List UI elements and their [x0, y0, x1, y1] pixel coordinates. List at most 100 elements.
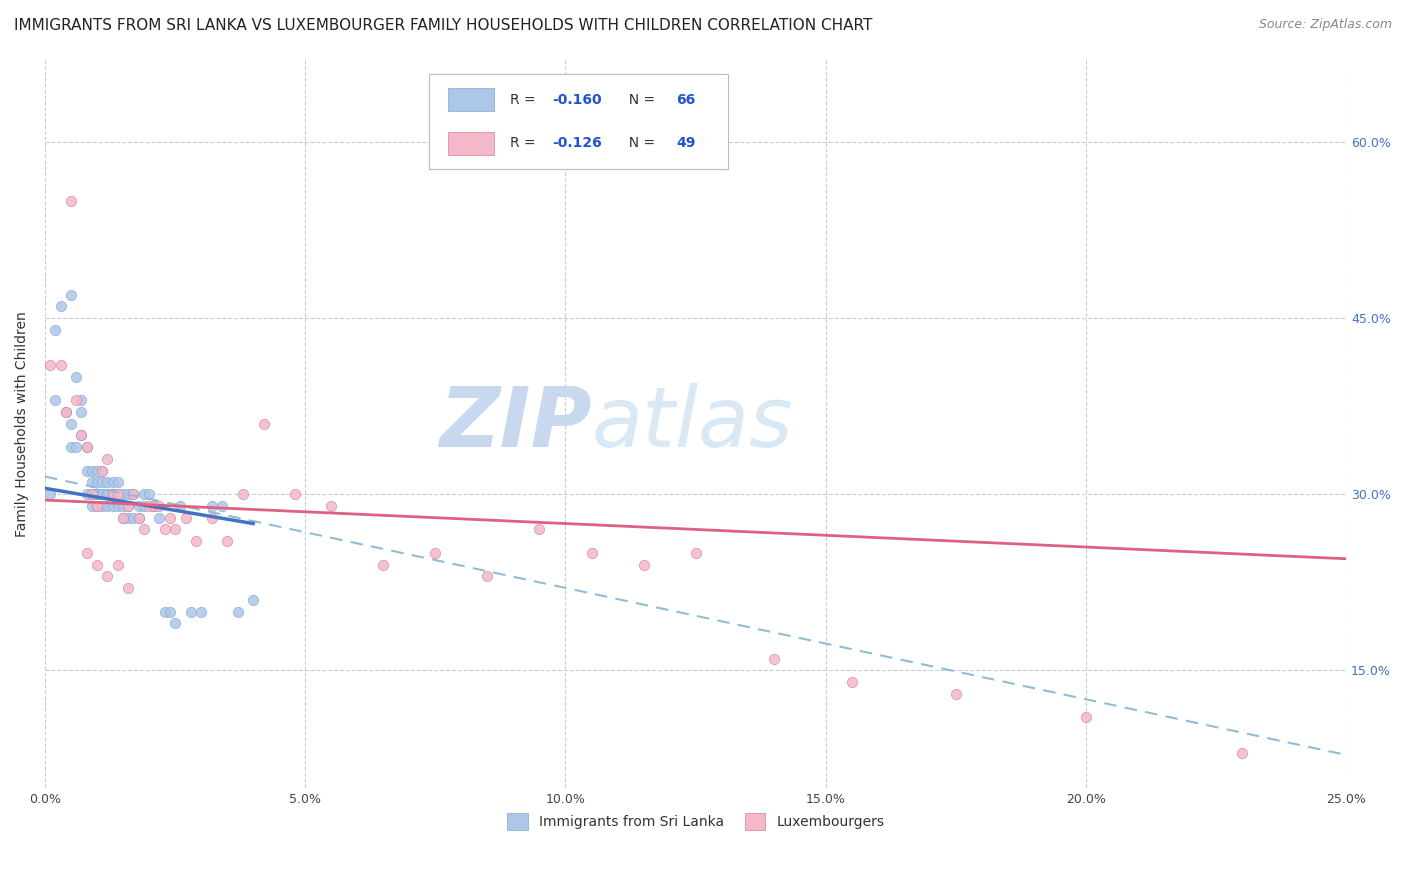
Point: [174, 510, 197, 524]
Point: [284, 487, 307, 501]
Point: [91, 464, 114, 478]
Point: [184, 534, 207, 549]
Point: [80, 464, 103, 478]
Point: [101, 487, 124, 501]
Point: [159, 510, 181, 524]
Point: [529, 523, 551, 537]
Point: [91, 487, 114, 501]
Text: 49: 49: [676, 136, 696, 151]
Point: [49, 358, 72, 372]
Point: [59, 194, 82, 208]
Text: N =: N =: [620, 136, 659, 151]
Point: [128, 510, 150, 524]
Point: [44, 323, 66, 337]
Point: [107, 558, 129, 572]
Point: [80, 499, 103, 513]
Point: [65, 393, 87, 408]
Point: [169, 499, 191, 513]
Point: [200, 510, 222, 524]
Point: [153, 523, 176, 537]
Point: [55, 405, 77, 419]
Point: [91, 475, 114, 490]
Point: [112, 499, 135, 513]
Point: [101, 487, 124, 501]
Point: [633, 558, 655, 572]
Point: [1074, 710, 1097, 724]
Point: [112, 510, 135, 524]
Point: [59, 440, 82, 454]
Point: [122, 487, 145, 501]
Y-axis label: Family Households with Children: Family Households with Children: [15, 310, 30, 537]
Point: [80, 487, 103, 501]
Point: [232, 487, 254, 501]
Point: [107, 499, 129, 513]
Point: [226, 605, 249, 619]
Point: [86, 475, 108, 490]
Point: [107, 487, 129, 501]
Point: [112, 487, 135, 501]
Point: [1230, 746, 1253, 760]
Point: [96, 487, 118, 501]
Point: [112, 510, 135, 524]
Point: [153, 605, 176, 619]
Point: [165, 616, 187, 631]
Point: [91, 464, 114, 478]
Point: [86, 487, 108, 501]
Point: [86, 487, 108, 501]
Point: [101, 499, 124, 513]
Point: [122, 510, 145, 524]
Point: [70, 428, 93, 442]
Text: -0.160: -0.160: [553, 93, 602, 107]
Point: [59, 417, 82, 431]
Point: [148, 510, 170, 524]
Point: [91, 487, 114, 501]
Text: Source: ZipAtlas.com: Source: ZipAtlas.com: [1258, 18, 1392, 31]
Text: R =: R =: [509, 93, 540, 107]
Point: [76, 440, 98, 454]
Point: [70, 405, 93, 419]
Point: [117, 581, 139, 595]
Point: [132, 523, 155, 537]
Point: [70, 428, 93, 442]
Point: [321, 499, 343, 513]
Point: [86, 499, 108, 513]
Point: [138, 487, 160, 501]
FancyBboxPatch shape: [449, 88, 494, 112]
Point: [70, 393, 93, 408]
Text: N =: N =: [620, 93, 659, 107]
Point: [373, 558, 395, 572]
Point: [49, 299, 72, 313]
Text: IMMIGRANTS FROM SRI LANKA VS LUXEMBOURGER FAMILY HOUSEHOLDS WITH CHILDREN CORREL: IMMIGRANTS FROM SRI LANKA VS LUXEMBOURGE…: [14, 18, 873, 33]
Point: [132, 487, 155, 501]
Point: [143, 499, 166, 513]
FancyBboxPatch shape: [449, 132, 494, 155]
Point: [117, 487, 139, 501]
Point: [190, 605, 212, 619]
Point: [76, 487, 98, 501]
Point: [65, 369, 87, 384]
Point: [425, 546, 447, 560]
Point: [80, 487, 103, 501]
Point: [91, 499, 114, 513]
Point: [200, 499, 222, 513]
Point: [122, 487, 145, 501]
Point: [762, 651, 785, 665]
Point: [39, 358, 62, 372]
Text: -0.126: -0.126: [553, 136, 602, 151]
Legend: Immigrants from Sri Lanka, Luxembourgers: Immigrants from Sri Lanka, Luxembourgers: [501, 807, 890, 836]
Point: [101, 487, 124, 501]
Point: [86, 558, 108, 572]
Point: [132, 499, 155, 513]
Point: [76, 440, 98, 454]
Point: [86, 464, 108, 478]
Point: [841, 675, 863, 690]
Text: 66: 66: [676, 93, 696, 107]
Point: [55, 405, 77, 419]
Point: [80, 475, 103, 490]
Point: [148, 499, 170, 513]
Point: [76, 546, 98, 560]
Point: [117, 499, 139, 513]
Point: [96, 475, 118, 490]
Point: [96, 452, 118, 467]
Point: [39, 487, 62, 501]
